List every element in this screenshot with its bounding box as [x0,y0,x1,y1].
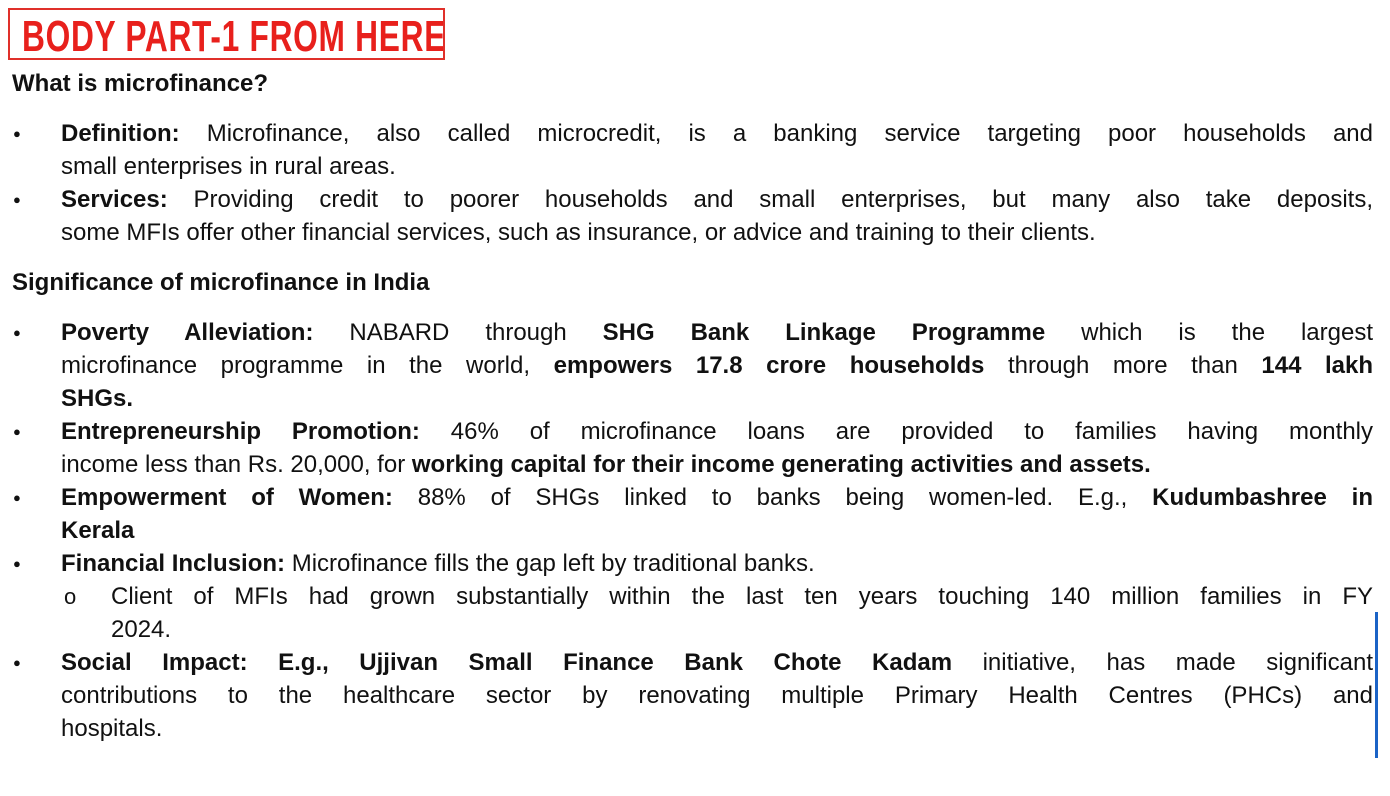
bullet-marker-icon: ● [13,192,21,207]
bold-text: 144 lakh [1261,352,1373,379]
bullet-marker-icon: ● [13,655,21,670]
section-banner: BODY PART-1 FROM HERE: [8,8,445,60]
sub-bullet-marker-icon: o [64,584,77,609]
bullet-line: Financial Inclusion: Microfinance fills … [61,547,1373,580]
bold-text: Kudumbashree in [1152,484,1373,511]
bold-text: empowers 17.8 crore households [553,352,985,379]
text-run: income less than Rs. 20,000, for [61,451,412,478]
text-run: NABARD through [313,319,603,346]
bullet-line: income less than Rs. 20,000, for working… [61,448,1373,481]
text-run: through more than [984,352,1262,379]
text-run: microfinance programme in the world, [61,352,554,379]
bullet-line: Social Impact: E.g., Ujjivan Small Finan… [61,646,1373,679]
text-cursor-bar [1375,612,1378,758]
bullet-line: Entrepreneurship Promotion: 46% of micro… [61,415,1373,448]
bold-text: SHGs. [61,385,134,412]
bold-text: Social Impact: E.g., Ujjivan Small Finan… [61,649,953,676]
bullet-line: some MFIs offer other financial services… [61,216,1373,249]
text-run: 46% of microfinance loans are provided t… [419,418,1373,445]
sub-bullet-line: Client of MFIs had grown substantially w… [111,580,1373,613]
bullet-line: hospitals. [61,712,1373,745]
text-run: Providing credit to poorer households an… [167,186,1373,213]
bullet-line: contributions to the healthcare sector b… [61,679,1373,712]
text-run: small enterprises in rural areas. [61,153,396,180]
bullet-line: Definition: Microfinance, also called mi… [61,117,1373,150]
text-run: initiative, has made significant [952,649,1373,676]
banner-text: BODY PART-1 FROM HERE: [22,12,445,60]
bold-text: Kerala [61,517,135,544]
section-heading: What is microfinance? [12,70,269,97]
bold-text: SHG Bank Linkage Programme [602,319,1046,346]
bullet-line: SHGs. [61,382,1373,415]
bullet-marker-icon: ● [13,424,21,439]
bold-text: Services: [61,186,168,213]
bullet-marker-icon: ● [13,490,21,505]
bold-text: Empowerment of Women: [61,484,393,511]
text-run: contributions to the healthcare sector b… [61,682,1373,709]
bold-text: Financial Inclusion: [61,550,286,577]
text-run: 2024. [111,616,172,643]
bullet-line: Kerala [61,514,1373,547]
text-run: hospitals. [61,715,163,742]
sub-bullet-line: 2024. [111,613,1373,646]
bullet-line: Empowerment of Women: 88% of SHGs linked… [61,481,1373,514]
bullet-marker-icon: ● [13,556,21,571]
bullet-line: Services: Providing credit to poorer hou… [61,183,1373,216]
section-heading: Significance of microfinance in India [12,269,430,296]
bullet-marker-icon: ● [13,126,21,141]
bullet-line: small enterprises in rural areas. [61,150,1373,183]
bullet-line: Poverty Alleviation: NABARD through SHG … [61,316,1373,349]
text-run: some MFIs offer other financial services… [61,219,1096,246]
text-run: which is the largest [1045,319,1373,346]
bold-text: working capital for their income generat… [411,451,1151,478]
bullet-marker-icon: ● [13,325,21,340]
text-run: Microfinance, also called microcredit, i… [179,120,1373,147]
text-run: Client of MFIs had grown substantially w… [111,583,1373,610]
bullet-line: microfinance programme in the world, emp… [61,349,1373,382]
bold-text: Entrepreneurship Promotion: [61,418,420,445]
text-run: 88% of SHGs linked to banks being women-… [392,484,1153,511]
bold-text: Poverty Alleviation: [61,319,314,346]
bold-text: Definition: [61,120,180,147]
text-run: Microfinance fills the gap left by tradi… [285,550,815,577]
